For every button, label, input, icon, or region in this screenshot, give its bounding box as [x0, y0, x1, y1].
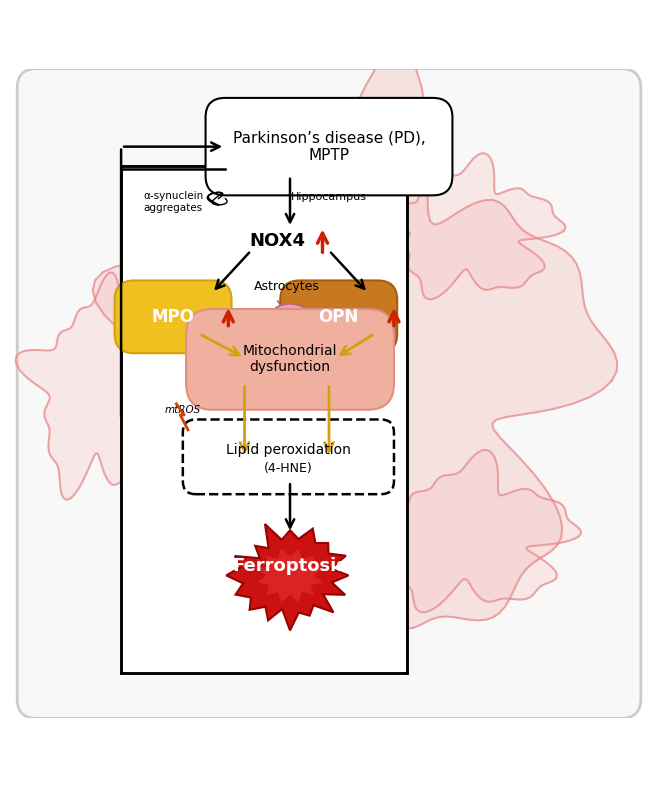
Text: Hippocampus: Hippocampus [291, 192, 367, 201]
Text: Mitochondrial
dysfunction: Mitochondrial dysfunction [243, 344, 338, 375]
Text: Astrocytes: Astrocytes [254, 280, 320, 293]
Ellipse shape [270, 304, 309, 330]
FancyBboxPatch shape [186, 309, 394, 410]
Polygon shape [16, 272, 180, 500]
FancyBboxPatch shape [114, 280, 232, 353]
Text: Parkinson’s disease (PD),
MPTP: Parkinson’s disease (PD), MPTP [233, 131, 425, 163]
Text: OPN: OPN [318, 308, 359, 326]
Text: α-synuclein
aggregates: α-synuclein aggregates [143, 191, 203, 212]
FancyBboxPatch shape [17, 68, 641, 719]
Bar [121, 166, 407, 673]
Text: mtROS: mtROS [164, 405, 201, 415]
Polygon shape [93, 52, 617, 669]
Text: Ferroptosis: Ferroptosis [232, 556, 347, 575]
Text: Lipid peroxidation: Lipid peroxidation [226, 443, 351, 457]
FancyBboxPatch shape [280, 280, 397, 353]
FancyBboxPatch shape [183, 419, 394, 494]
Polygon shape [255, 547, 324, 604]
Text: MPO: MPO [151, 308, 195, 326]
Polygon shape [226, 524, 349, 630]
Text: NOX4: NOX4 [249, 232, 305, 249]
Polygon shape [351, 450, 581, 612]
FancyBboxPatch shape [205, 98, 453, 195]
Polygon shape [368, 153, 565, 299]
Text: (4-HNE): (4-HNE) [264, 462, 313, 475]
